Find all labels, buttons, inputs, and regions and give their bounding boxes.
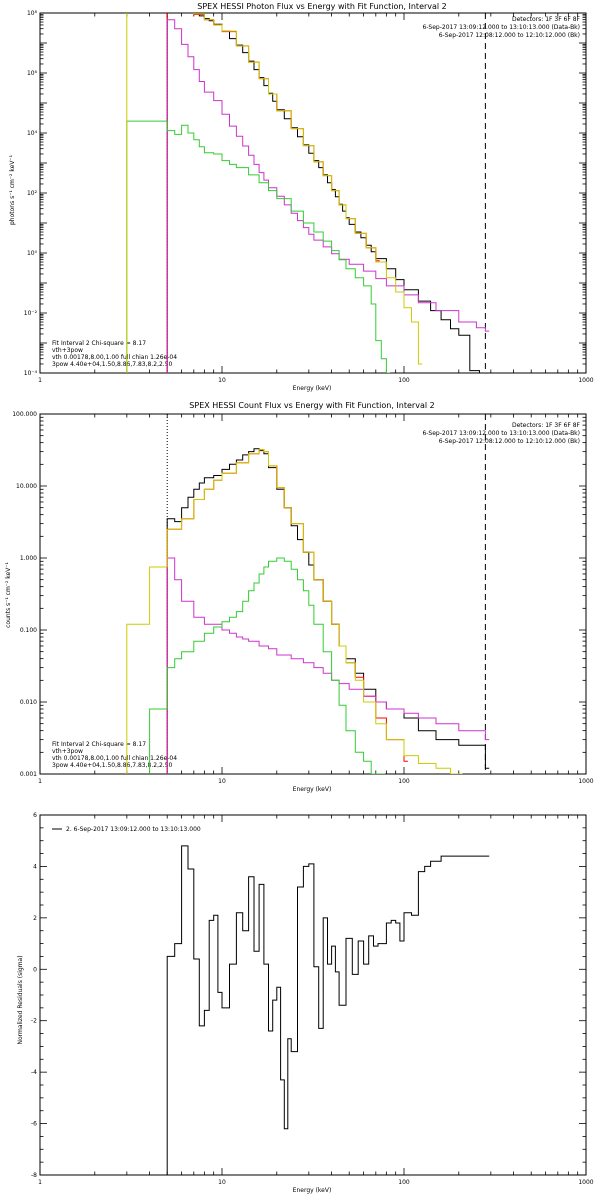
count-y-tick-label: 100.000 <box>12 411 37 418</box>
residuals-y-tick-label: 2 <box>33 915 37 922</box>
photon-x-tick-label: 10 <box>218 377 226 384</box>
count-fit-legend-vth3pow: vth+3pow <box>52 748 83 755</box>
photon-y-tick-label: 10⁴ <box>27 130 38 137</box>
photon-series-line-3 <box>126 120 391 373</box>
residuals-legend-text: 2. 6-Sep-2017 13:09:12.000 to 13:10:13.0… <box>66 826 201 833</box>
photon-fit-legend-vth: vth 0.00178,8.00,1.00 full chian 1.26e-0… <box>52 354 177 361</box>
residuals-x-tick-label: 100 <box>398 1179 410 1186</box>
photon-series-line-2 <box>166 19 490 373</box>
count-x-tick-label: 100 <box>398 778 410 785</box>
residuals-y-tick-label: 6 <box>33 812 37 819</box>
photon-detectors-line: Detectors: 1F 3F 6F 8F <box>512 16 581 23</box>
residuals-y-tick-label: -4 <box>31 1069 37 1076</box>
photon-y-tick-label: 10⁰ <box>27 250 38 257</box>
photon-data-interval-line: 6-Sep-2017 13:09:12.000 to 13:10:13.000 … <box>422 24 580 31</box>
count-series-group <box>126 448 490 774</box>
residuals-y-tick-label: -2 <box>31 1018 37 1025</box>
photon-x-tick-label: 1 <box>38 377 42 384</box>
photon-y-tick-label: 10⁻⁴ <box>24 370 38 377</box>
count-y-tick-label: 0.001 <box>20 771 37 778</box>
count-x-tick-label: 10 <box>218 778 226 785</box>
photon-fit-interval-text: Fit Interval 2 Chi-square = 8.17 <box>52 340 146 347</box>
count-series-line-4 <box>126 449 463 774</box>
residuals-y-tick-label: 0 <box>33 966 37 973</box>
count-x-tick-label: 1000 <box>578 778 593 785</box>
photon-bk-interval-line: 6-Sep-2017 12:08:12.000 to 12:10:12.000 … <box>439 32 580 39</box>
count-plot-frame <box>39 413 587 775</box>
residuals-y-tick-label: 4 <box>33 863 37 870</box>
photon-xlabel: Energy (keV) <box>293 385 332 392</box>
photon-flux-panel: SPEX HESSI Photon Flux vs Energy with Fi… <box>9 2 594 392</box>
residuals-x-tick-label: 10 <box>218 1179 226 1186</box>
count-bk-interval-line: 6-Sep-2017 12:08:12.000 to 12:10:12.000 … <box>439 438 580 445</box>
count-fit-legend-vth: vth 0.00178,8.00,1.00 full chian 1.26e-0… <box>52 755 177 762</box>
photon-fit-legend-3pow: 3pow 4.40e+04,1.50,8.86,7.83,8.2,2.50 <box>52 361 173 368</box>
photon-x-tick-label: 100 <box>398 377 410 384</box>
photon-y-tick-label: 10⁻² <box>24 310 38 317</box>
residuals-series-group <box>166 845 490 1175</box>
residuals-y-tick-label: -6 <box>31 1121 37 1128</box>
count-series-line-3 <box>149 557 386 774</box>
count-y-tick-label: 0.100 <box>20 627 37 634</box>
count-y-tick-label: 10.000 <box>16 483 37 490</box>
count-xlabel: Energy (keV) <box>293 786 332 793</box>
residuals-y-tick-label: -8 <box>31 1172 37 1179</box>
photon-series-line-4 <box>126 13 423 373</box>
count-y-tick-label: 1.000 <box>20 555 37 562</box>
count-y-tick-label: 0.010 <box>20 699 37 706</box>
count-detectors-line: Detectors: 1F 3F 6F 8F <box>512 422 581 429</box>
residuals-panel: 2. 6-Sep-2017 13:09:12.000 to 13:10:13.0… <box>17 812 594 1194</box>
count-fit-interval-text: Fit Interval 2 Chi-square = 8.17 <box>52 741 146 748</box>
count-x-tick-label: 1 <box>38 778 42 785</box>
residuals-x-tick-label: 1000 <box>578 1179 593 1186</box>
residuals-x-tick-label: 1 <box>38 1179 42 1186</box>
count-data-interval-line: 6-Sep-2017 13:09:12.000 to 13:10:13.000 … <box>422 430 580 437</box>
photon-x-tick-label: 1000 <box>578 377 593 384</box>
photon-fit-legend-vth3pow: vth+3pow <box>52 347 83 354</box>
photon-panel-title: SPEX HESSI Photon Flux vs Energy with Fi… <box>197 2 447 11</box>
photon-y-tick-label: 10² <box>27 190 38 197</box>
count-ylabel: counts s⁻¹ cm⁻² keV⁻¹ <box>5 562 12 628</box>
photon-y-tick-label: 10⁶ <box>27 70 38 77</box>
count-panel-title: SPEX HESSI Count Flux vs Energy with Fit… <box>189 401 434 410</box>
residuals-ylabel: Normalized Residuals (sigma) <box>17 955 24 1044</box>
count-fit-legend-3pow: 3pow 4.40e+04,1.50,8.86,7.83,8.2,2.50 <box>52 762 173 769</box>
count-series-line-2 <box>166 557 490 774</box>
photon-series-group <box>126 13 490 373</box>
residuals-xlabel: Energy (keV) <box>293 1187 332 1194</box>
photon-ylabel: photons s⁻¹ cm⁻² keV⁻¹ <box>9 154 16 225</box>
residuals-series-line-0 <box>166 845 490 1175</box>
photon-y-tick-label: 10⁸ <box>27 10 38 17</box>
count-flux-panel: SPEX HESSI Count Flux vs Energy with Fit… <box>5 401 594 793</box>
